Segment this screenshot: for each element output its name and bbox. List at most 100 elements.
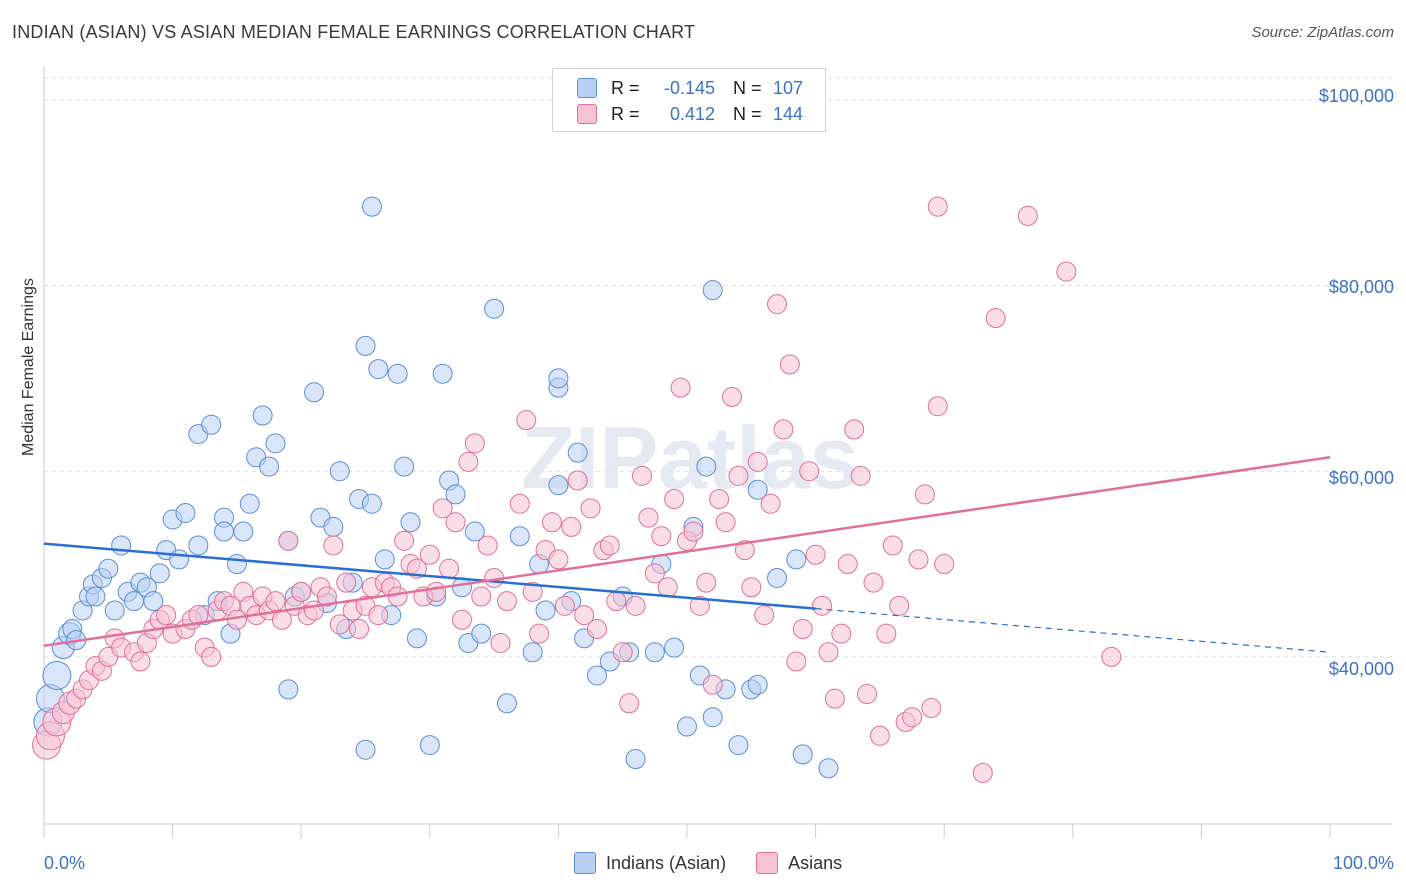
data-point <box>677 716 697 737</box>
data-point <box>728 465 749 486</box>
data-point <box>631 465 652 486</box>
legend-row-indians-asian: R = -0.145 N = 107 <box>577 76 803 100</box>
legend-label: Indians (Asian) <box>606 852 727 873</box>
data-point <box>471 586 492 607</box>
data-point <box>477 535 498 556</box>
y-tick-label-80000: $80,000 <box>1328 277 1394 297</box>
data-point <box>619 693 640 714</box>
data-point <box>143 591 164 612</box>
trend-line-asians <box>43 456 1331 647</box>
data-point <box>535 600 556 621</box>
data-point <box>98 558 119 579</box>
data-point <box>188 605 209 626</box>
data-point <box>188 535 209 556</box>
data-point <box>934 554 955 575</box>
data-point <box>548 475 569 496</box>
legend-item-indians-asian[interactable]: Indians (Asian) <box>574 852 726 874</box>
data-point <box>175 502 196 523</box>
data-point <box>529 623 550 644</box>
legend-item-asians[interactable]: Asians <box>756 852 842 874</box>
data-point <box>278 679 299 700</box>
data-point <box>818 642 839 663</box>
data-point <box>400 512 421 533</box>
trend-line-extension <box>815 608 1331 653</box>
data-point <box>850 465 871 486</box>
legend-r-label: R = <box>611 103 640 124</box>
chart-title: INDIAN (ASIAN) VS ASIAN MEDIAN FEMALE EA… <box>12 22 696 42</box>
data-point <box>516 410 537 431</box>
data-point <box>760 493 781 514</box>
data-point <box>786 651 807 672</box>
data-point <box>837 554 858 575</box>
data-point <box>316 586 337 607</box>
data-point <box>857 684 878 705</box>
data-point <box>156 605 177 626</box>
legend-r-value: 0.412 <box>669 103 715 124</box>
data-point <box>625 595 646 616</box>
data-point <box>651 526 672 547</box>
data-point <box>792 619 813 640</box>
data-point <box>606 591 627 612</box>
data-point <box>921 697 942 718</box>
data-point <box>567 442 588 463</box>
data-point <box>574 605 595 626</box>
data-point <box>130 651 151 672</box>
x-tick-label-max: 100.0% <box>1332 853 1394 873</box>
data-point <box>239 493 260 514</box>
data-point <box>696 572 717 593</box>
data-point <box>85 586 106 607</box>
data-point <box>644 642 665 663</box>
data-point <box>812 595 833 616</box>
data-point <box>432 498 453 519</box>
data-point <box>548 368 569 389</box>
data-point <box>754 605 775 626</box>
data-point <box>355 335 376 356</box>
data-point <box>509 493 530 514</box>
data-point <box>670 377 691 398</box>
data-point <box>683 521 704 542</box>
data-point <box>394 530 415 551</box>
data-point <box>644 563 665 584</box>
data-point <box>252 405 273 426</box>
legend-swatch-blue <box>574 852 596 874</box>
data-point <box>349 619 370 640</box>
data-point <box>914 484 935 505</box>
data-point <box>1017 205 1038 226</box>
data-point <box>304 382 325 403</box>
data-point <box>664 637 685 658</box>
data-point <box>786 549 807 570</box>
data-point <box>490 632 511 653</box>
data-point <box>201 646 222 667</box>
data-point <box>329 614 350 635</box>
data-point <box>702 280 723 301</box>
data-point <box>696 456 717 477</box>
series-legend: Indians (Asian) Asians <box>574 852 872 874</box>
data-point <box>902 707 923 728</box>
data-point <box>767 567 788 588</box>
legend-swatch-pink <box>756 852 779 874</box>
data-point <box>149 563 170 584</box>
data-point <box>734 540 755 561</box>
data-point <box>702 674 723 695</box>
data-point <box>715 512 736 533</box>
legend-label: Asians <box>788 852 843 873</box>
data-point <box>226 554 247 575</box>
data-point <box>201 414 222 435</box>
data-point <box>664 489 685 510</box>
data-point <box>831 623 852 644</box>
data-point <box>451 609 472 630</box>
data-point <box>426 581 447 602</box>
data-point <box>689 595 710 616</box>
data-point <box>869 725 890 746</box>
x-tick-label-min: 0.0% <box>44 853 86 873</box>
data-point <box>541 512 562 533</box>
data-point <box>439 558 460 579</box>
data-point <box>522 642 543 663</box>
data-point <box>169 549 190 570</box>
data-point <box>259 456 280 477</box>
data-point <box>361 493 382 514</box>
data-point <box>323 516 344 537</box>
data-point <box>484 298 505 319</box>
trend-lines <box>43 456 1331 653</box>
data-point <box>464 433 485 454</box>
